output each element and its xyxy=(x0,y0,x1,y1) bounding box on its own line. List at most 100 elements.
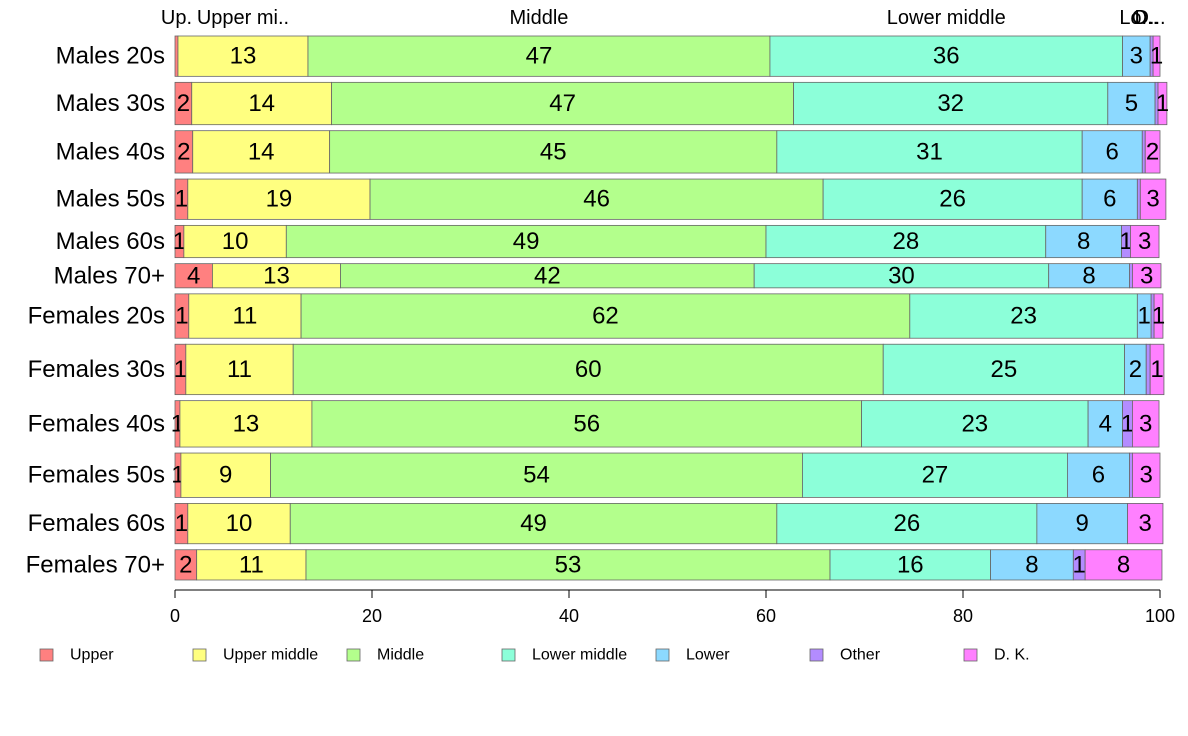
bar-segment xyxy=(822,178,1083,220)
data-label: 3 xyxy=(1140,262,1153,289)
legend-swatch xyxy=(655,648,670,662)
data-label: 42 xyxy=(534,262,561,289)
bar-segment xyxy=(1132,263,1162,289)
bar-segment xyxy=(802,452,1068,498)
category-labels: Males 20s Males 30s Males 40s Males 50s Male… xyxy=(26,43,165,579)
bar-segment xyxy=(776,130,1083,174)
data-label: 3 xyxy=(1146,186,1159,213)
bar-segment xyxy=(1149,343,1165,396)
bar-segment xyxy=(300,293,911,339)
data-label: 6 xyxy=(1092,462,1105,489)
data-label: 11 xyxy=(232,303,257,330)
bar-segment xyxy=(765,224,1047,259)
segment-name-label: Middle xyxy=(509,7,568,29)
data-label: 53 xyxy=(555,551,582,578)
bar-segment xyxy=(1045,224,1122,259)
bar-segment xyxy=(769,35,1123,77)
data-label: 11 xyxy=(227,356,252,383)
segment-name-label: Lower middle xyxy=(887,7,1006,29)
data-label: 1 xyxy=(173,228,186,255)
data-label: 14 xyxy=(248,90,275,117)
bar-segment xyxy=(329,130,778,174)
bar-segment xyxy=(1036,503,1128,545)
data-label: 27 xyxy=(922,462,949,489)
legend-swatch xyxy=(346,648,361,662)
data-label: 16 xyxy=(897,551,924,578)
segment-name-label: Upper mi.. xyxy=(197,7,289,29)
category-label: Males 30s xyxy=(56,90,165,117)
bar-segment xyxy=(1087,400,1123,448)
legend-label: Upper xyxy=(70,647,114,664)
data-label: 23 xyxy=(961,410,988,437)
legend-swatch xyxy=(809,648,824,662)
data-label: 1 xyxy=(1150,43,1163,70)
data-label: 23 xyxy=(1010,303,1037,330)
x-tick-label: 20 xyxy=(362,606,382,626)
bar-segment xyxy=(1127,503,1164,545)
data-label: 1 xyxy=(175,303,188,330)
bars: 13 47 36 3 12 14 47 32 5 12 14 45 31 6 21 19 46 26 6 31 10 49… xyxy=(171,35,1169,581)
category-label: Females 30s xyxy=(28,356,165,383)
bar-segment xyxy=(183,224,287,259)
data-label: 14 xyxy=(248,138,275,165)
data-label: 6 xyxy=(1103,186,1116,213)
data-label: 32 xyxy=(937,90,964,117)
data-label: 1 xyxy=(175,510,188,537)
bar-segment xyxy=(776,503,1038,545)
data-label: 30 xyxy=(888,262,915,289)
bar-segment xyxy=(909,293,1138,339)
bar-segment xyxy=(1132,400,1160,448)
x-tick-label: 40 xyxy=(559,606,579,626)
legend-swatch xyxy=(963,648,978,662)
data-label: 6 xyxy=(1106,138,1119,165)
data-label: 8 xyxy=(1082,262,1095,289)
category-label: Females 70+ xyxy=(26,551,165,578)
bar-segment xyxy=(1081,130,1143,174)
data-label: 46 xyxy=(583,186,610,213)
bar-segment xyxy=(177,35,309,77)
bar-segment xyxy=(1136,178,1141,220)
category-label: Females 40s xyxy=(28,410,165,437)
data-label: 56 xyxy=(573,410,600,437)
data-label: 8 xyxy=(1117,551,1130,578)
data-label: 54 xyxy=(523,462,550,489)
data-label: 2 xyxy=(1146,138,1159,165)
data-label: 3 xyxy=(1130,43,1143,70)
data-label: 47 xyxy=(526,43,553,70)
segment-name-label: Lo.. xyxy=(1119,7,1152,29)
category-label: Males 50s xyxy=(56,186,165,213)
data-label: 2 xyxy=(177,138,190,165)
bar-segment xyxy=(212,263,341,289)
data-label: 49 xyxy=(520,510,547,537)
segment-name-label: D... xyxy=(1134,7,1165,29)
bar-segment xyxy=(369,178,824,220)
legend: Upper Upper middle Middle Lower middle Lower… xyxy=(39,647,1030,664)
bar-segment xyxy=(174,35,179,77)
data-label: 1 xyxy=(175,186,188,213)
bar-segment xyxy=(187,178,371,220)
bar-segment xyxy=(1153,293,1164,339)
legend-swatch xyxy=(501,648,516,662)
data-label: 36 xyxy=(933,43,960,70)
legend-label: Middle xyxy=(377,647,424,664)
bar-segment xyxy=(305,549,831,581)
legend-label: Other xyxy=(840,647,881,664)
bar-segment xyxy=(331,81,794,126)
category-label: Males 70+ xyxy=(54,262,165,289)
bar-segment xyxy=(1084,549,1163,581)
data-label: 4 xyxy=(1099,410,1112,437)
bar-segment xyxy=(311,400,862,448)
data-label: 26 xyxy=(939,186,966,213)
data-label: 4 xyxy=(187,262,200,289)
x-tick-label: 60 xyxy=(756,606,776,626)
data-label: 5 xyxy=(1125,90,1138,117)
bar-segment xyxy=(793,81,1109,126)
data-label: 8 xyxy=(1077,228,1090,255)
data-label: 3 xyxy=(1139,510,1152,537)
category-label: Females 20s xyxy=(28,303,165,330)
category-label: Males 60s xyxy=(56,228,165,255)
data-label: 1 xyxy=(1121,410,1134,437)
legend-swatch xyxy=(39,648,54,662)
bar-segment xyxy=(1141,130,1146,174)
data-label: 1 xyxy=(1119,228,1132,255)
